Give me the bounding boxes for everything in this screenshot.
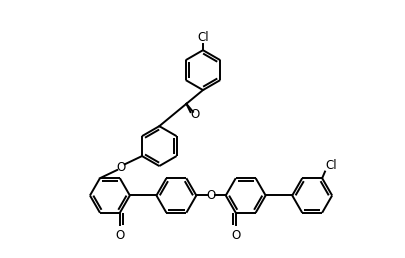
Text: O: O — [115, 229, 124, 242]
Text: O: O — [231, 229, 240, 242]
Text: Cl: Cl — [325, 159, 337, 172]
Text: O: O — [207, 189, 216, 202]
Text: Cl: Cl — [197, 30, 209, 44]
Text: O: O — [116, 161, 126, 174]
Text: O: O — [191, 108, 200, 121]
